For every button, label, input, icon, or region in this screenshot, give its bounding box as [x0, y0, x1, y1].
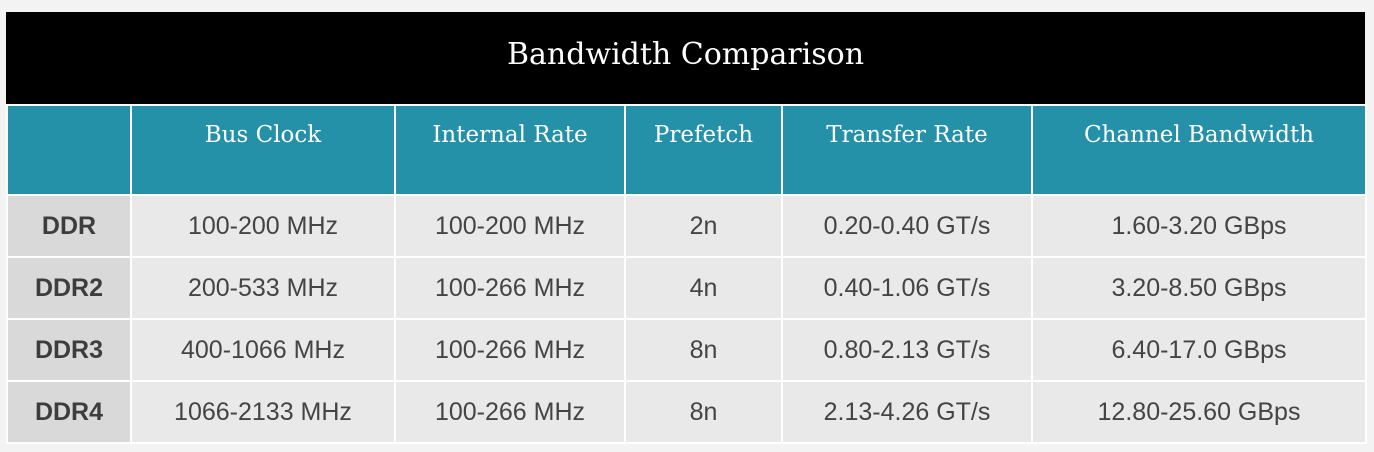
row-header: DDR3: [6, 318, 132, 382]
table-cell: 1.60-3.20 GBps: [1031, 194, 1367, 258]
table-cell: 0.20-0.40 GT/s: [781, 194, 1033, 258]
comparison-grid: Bus Clock Internal Rate Prefetch Transfe…: [6, 104, 1367, 444]
row-header: DDR: [6, 194, 132, 258]
row-header: DDR2: [6, 256, 132, 320]
column-header-prefetch: Prefetch: [624, 104, 783, 196]
table-cell: 2.13-4.26 GT/s: [781, 380, 1033, 444]
column-header-bus-clock: Bus Clock: [130, 104, 396, 196]
table-row: DDR2 200-533 MHz 100-266 MHz 4n 0.40-1.0…: [6, 256, 1367, 320]
column-header-internal-rate: Internal Rate: [394, 104, 626, 196]
table-title: Bandwidth Comparison: [6, 12, 1365, 104]
table-row: DDR4 1066-2133 MHz 100-266 MHz 8n 2.13-4…: [6, 380, 1367, 444]
table-cell: 6.40-17.0 GBps: [1031, 318, 1367, 382]
column-header-channel-bandwidth: Channel Bandwidth: [1031, 104, 1367, 196]
table-cell: 400-1066 MHz: [130, 318, 396, 382]
column-header-corner: [6, 104, 132, 196]
table-cell: 100-266 MHz: [394, 318, 626, 382]
table-cell: 100-200 MHz: [130, 194, 396, 258]
table-row: DDR 100-200 MHz 100-200 MHz 2n 0.20-0.40…: [6, 194, 1367, 258]
table-cell: 3.20-8.50 GBps: [1031, 256, 1367, 320]
table-cell: 0.40-1.06 GT/s: [781, 256, 1033, 320]
row-header: DDR4: [6, 380, 132, 444]
table-cell: 0.80-2.13 GT/s: [781, 318, 1033, 382]
header-row: Bus Clock Internal Rate Prefetch Transfe…: [6, 104, 1367, 196]
table-cell: 100-266 MHz: [394, 256, 626, 320]
bandwidth-comparison-table: Bandwidth Comparison Bus Clock Internal …: [6, 12, 1367, 444]
table-cell: 100-200 MHz: [394, 194, 626, 258]
table-cell: 100-266 MHz: [394, 380, 626, 444]
column-header-transfer-rate: Transfer Rate: [781, 104, 1033, 196]
table-cell: 200-533 MHz: [130, 256, 396, 320]
table-row: DDR3 400-1066 MHz 100-266 MHz 8n 0.80-2.…: [6, 318, 1367, 382]
table-cell: 4n: [624, 256, 783, 320]
table-cell: 8n: [624, 318, 783, 382]
table-cell: 8n: [624, 380, 783, 444]
table-cell: 12.80-25.60 GBps: [1031, 380, 1367, 444]
table-cell: 1066-2133 MHz: [130, 380, 396, 444]
table-cell: 2n: [624, 194, 783, 258]
